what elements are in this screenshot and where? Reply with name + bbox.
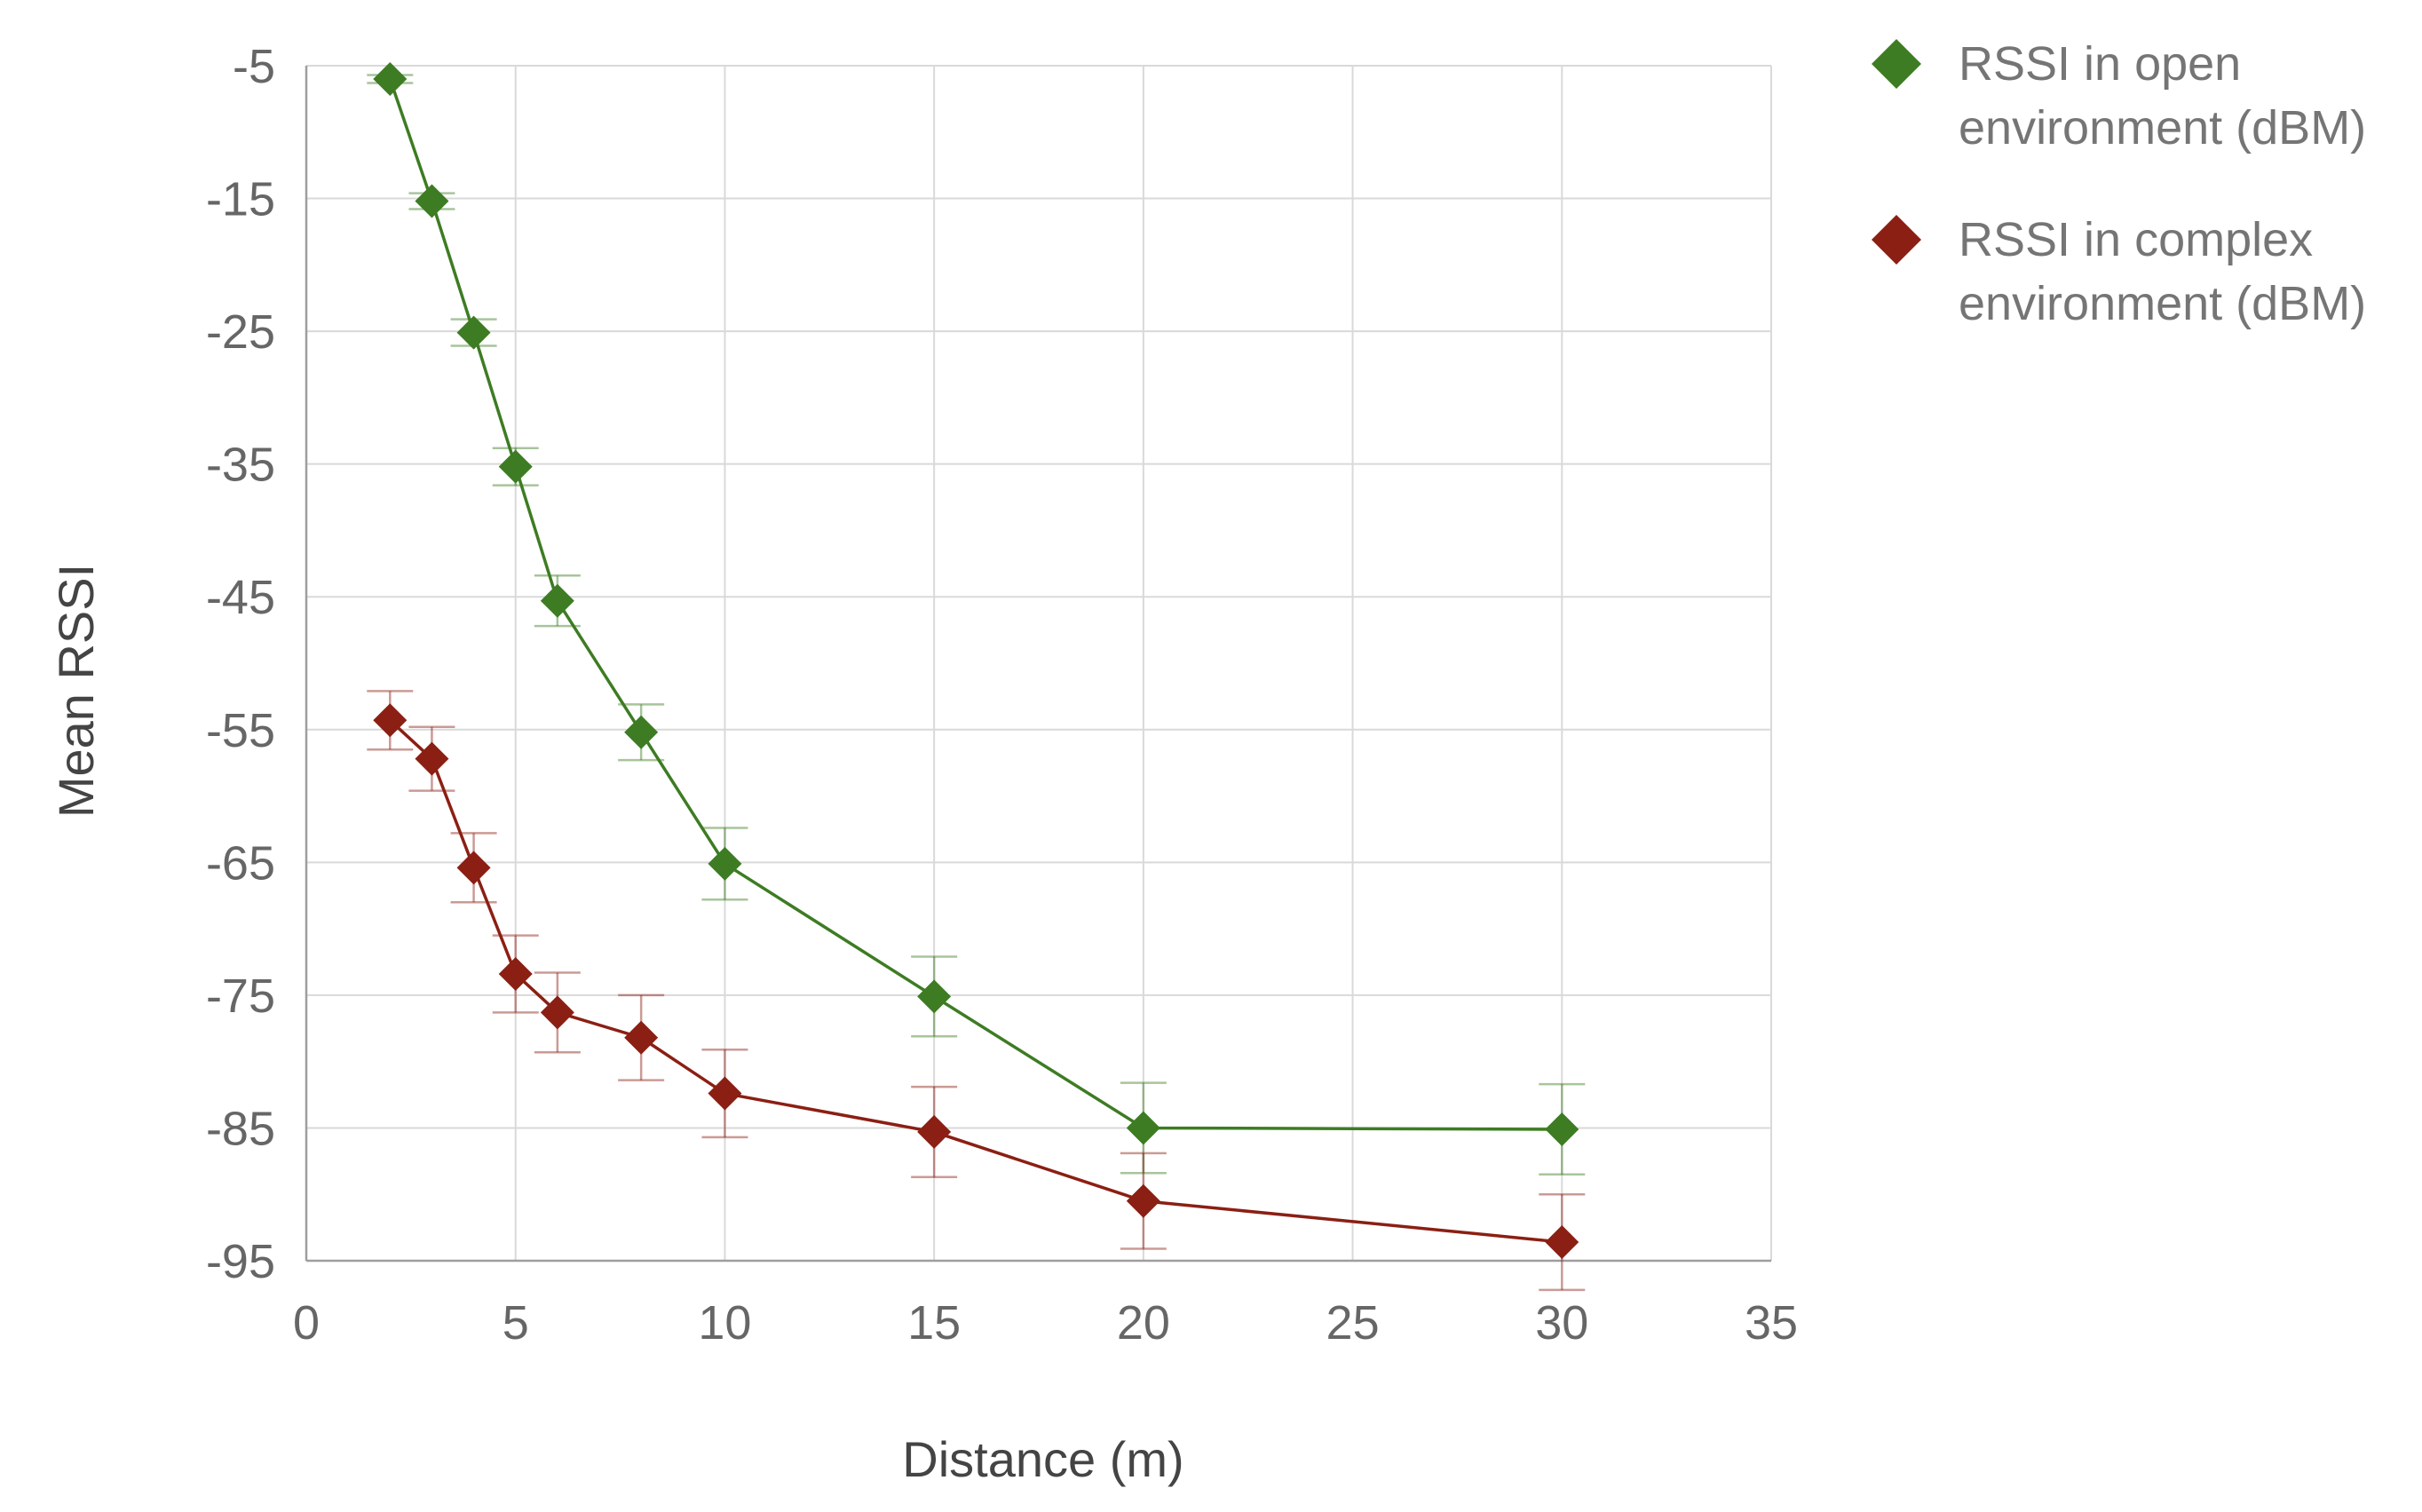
y-tick-label: -75: [206, 970, 275, 1023]
data-point[interactable]: [1126, 1183, 1160, 1218]
x-tick-label: 0: [293, 1296, 320, 1350]
data-point[interactable]: [1545, 1225, 1579, 1260]
x-tick-label: 5: [503, 1296, 529, 1350]
legend-item-complex-environment[interactable]: RSSI in complex environment (dBM): [1872, 213, 2366, 330]
y-tick-label: -45: [206, 571, 275, 624]
legend-label-line: RSSI in open: [1959, 37, 2241, 91]
data-point[interactable]: [917, 1114, 952, 1149]
y-tick-label: -5: [233, 40, 275, 93]
data-point[interactable]: [456, 315, 491, 350]
legend-label-line: RSSI in complex: [1959, 213, 2313, 266]
x-axis-title: Distance (m): [902, 1431, 1183, 1487]
x-tick-label: 15: [907, 1296, 961, 1350]
series-layer: [367, 61, 1586, 1292]
data-point[interactable]: [540, 995, 574, 1030]
data-point[interactable]: [1126, 1111, 1160, 1145]
x-tick-label: 25: [1326, 1296, 1380, 1350]
data-point[interactable]: [624, 715, 659, 749]
grid: [305, 65, 1772, 1262]
legend-label-line: environment (dBM): [1959, 277, 2366, 330]
y-tick-label: -85: [206, 1102, 275, 1155]
data-point[interactable]: [415, 741, 449, 776]
x-tick-label: 35: [1745, 1296, 1798, 1350]
legend-item-open-environment[interactable]: RSSI in open environment (dBM): [1872, 37, 2366, 154]
y-tick-label: -35: [206, 439, 275, 492]
y-tick-label: -95: [206, 1235, 275, 1288]
data-point[interactable]: [415, 184, 449, 218]
data-point[interactable]: [373, 61, 408, 96]
x-tick-label: 30: [1535, 1296, 1588, 1350]
data-point[interactable]: [456, 851, 491, 885]
data-point[interactable]: [1545, 1112, 1579, 1146]
y-tick-label: -25: [206, 305, 275, 359]
axes: -5 -15 -25 -35 -45 -55 -65 -75 -85 -95 0 5 10 15 20 25 3…: [206, 40, 1798, 1350]
x-tick-label: 10: [698, 1296, 751, 1350]
x-tick-label: 20: [1117, 1296, 1170, 1350]
legend-marker: [1872, 39, 1921, 89]
data-point[interactable]: [498, 449, 533, 484]
series-line: [389, 719, 1563, 1244]
series-complex-environment: [367, 690, 1586, 1292]
data-point[interactable]: [708, 846, 742, 881]
series-open-environment: [367, 61, 1586, 1176]
data-point[interactable]: [373, 703, 408, 738]
y-tick-label: -55: [206, 704, 275, 757]
data-point[interactable]: [708, 1076, 742, 1111]
data-point[interactable]: [917, 979, 952, 1014]
data-point[interactable]: [498, 956, 533, 991]
legend[interactable]: RSSI in open environment (dBM)RSSI in com…: [1872, 37, 2366, 330]
legend-label-line: environment (dBM): [1959, 101, 2366, 154]
y-tick-label: -15: [206, 173, 275, 226]
y-axis-title: Mean RSSI: [48, 564, 104, 818]
series-line: [388, 78, 1563, 1131]
data-point[interactable]: [540, 583, 574, 618]
legend-label: RSSI in complex environment (dBM): [1959, 213, 2366, 330]
legend-marker: [1872, 215, 1921, 265]
data-point[interactable]: [624, 1020, 659, 1055]
y-tick-label: -65: [206, 836, 275, 890]
legend-label: RSSI in open environment (dBM): [1959, 37, 2366, 154]
